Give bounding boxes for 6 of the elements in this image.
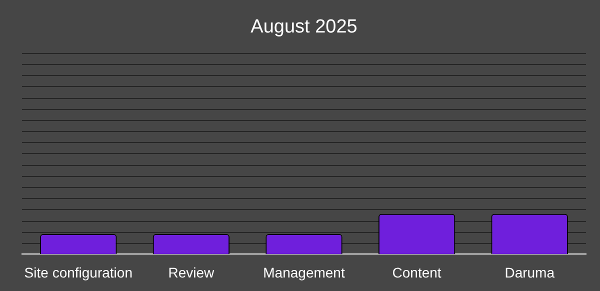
- x-tick-label: Content: [392, 264, 442, 280]
- x-tick-label: Management: [263, 264, 345, 280]
- x-tick-label: Daruma: [504, 264, 555, 280]
- x-tick-label: Site configuration: [24, 264, 132, 280]
- chart-title: August 2025: [250, 16, 358, 38]
- x-tick-label: Review: [168, 264, 216, 280]
